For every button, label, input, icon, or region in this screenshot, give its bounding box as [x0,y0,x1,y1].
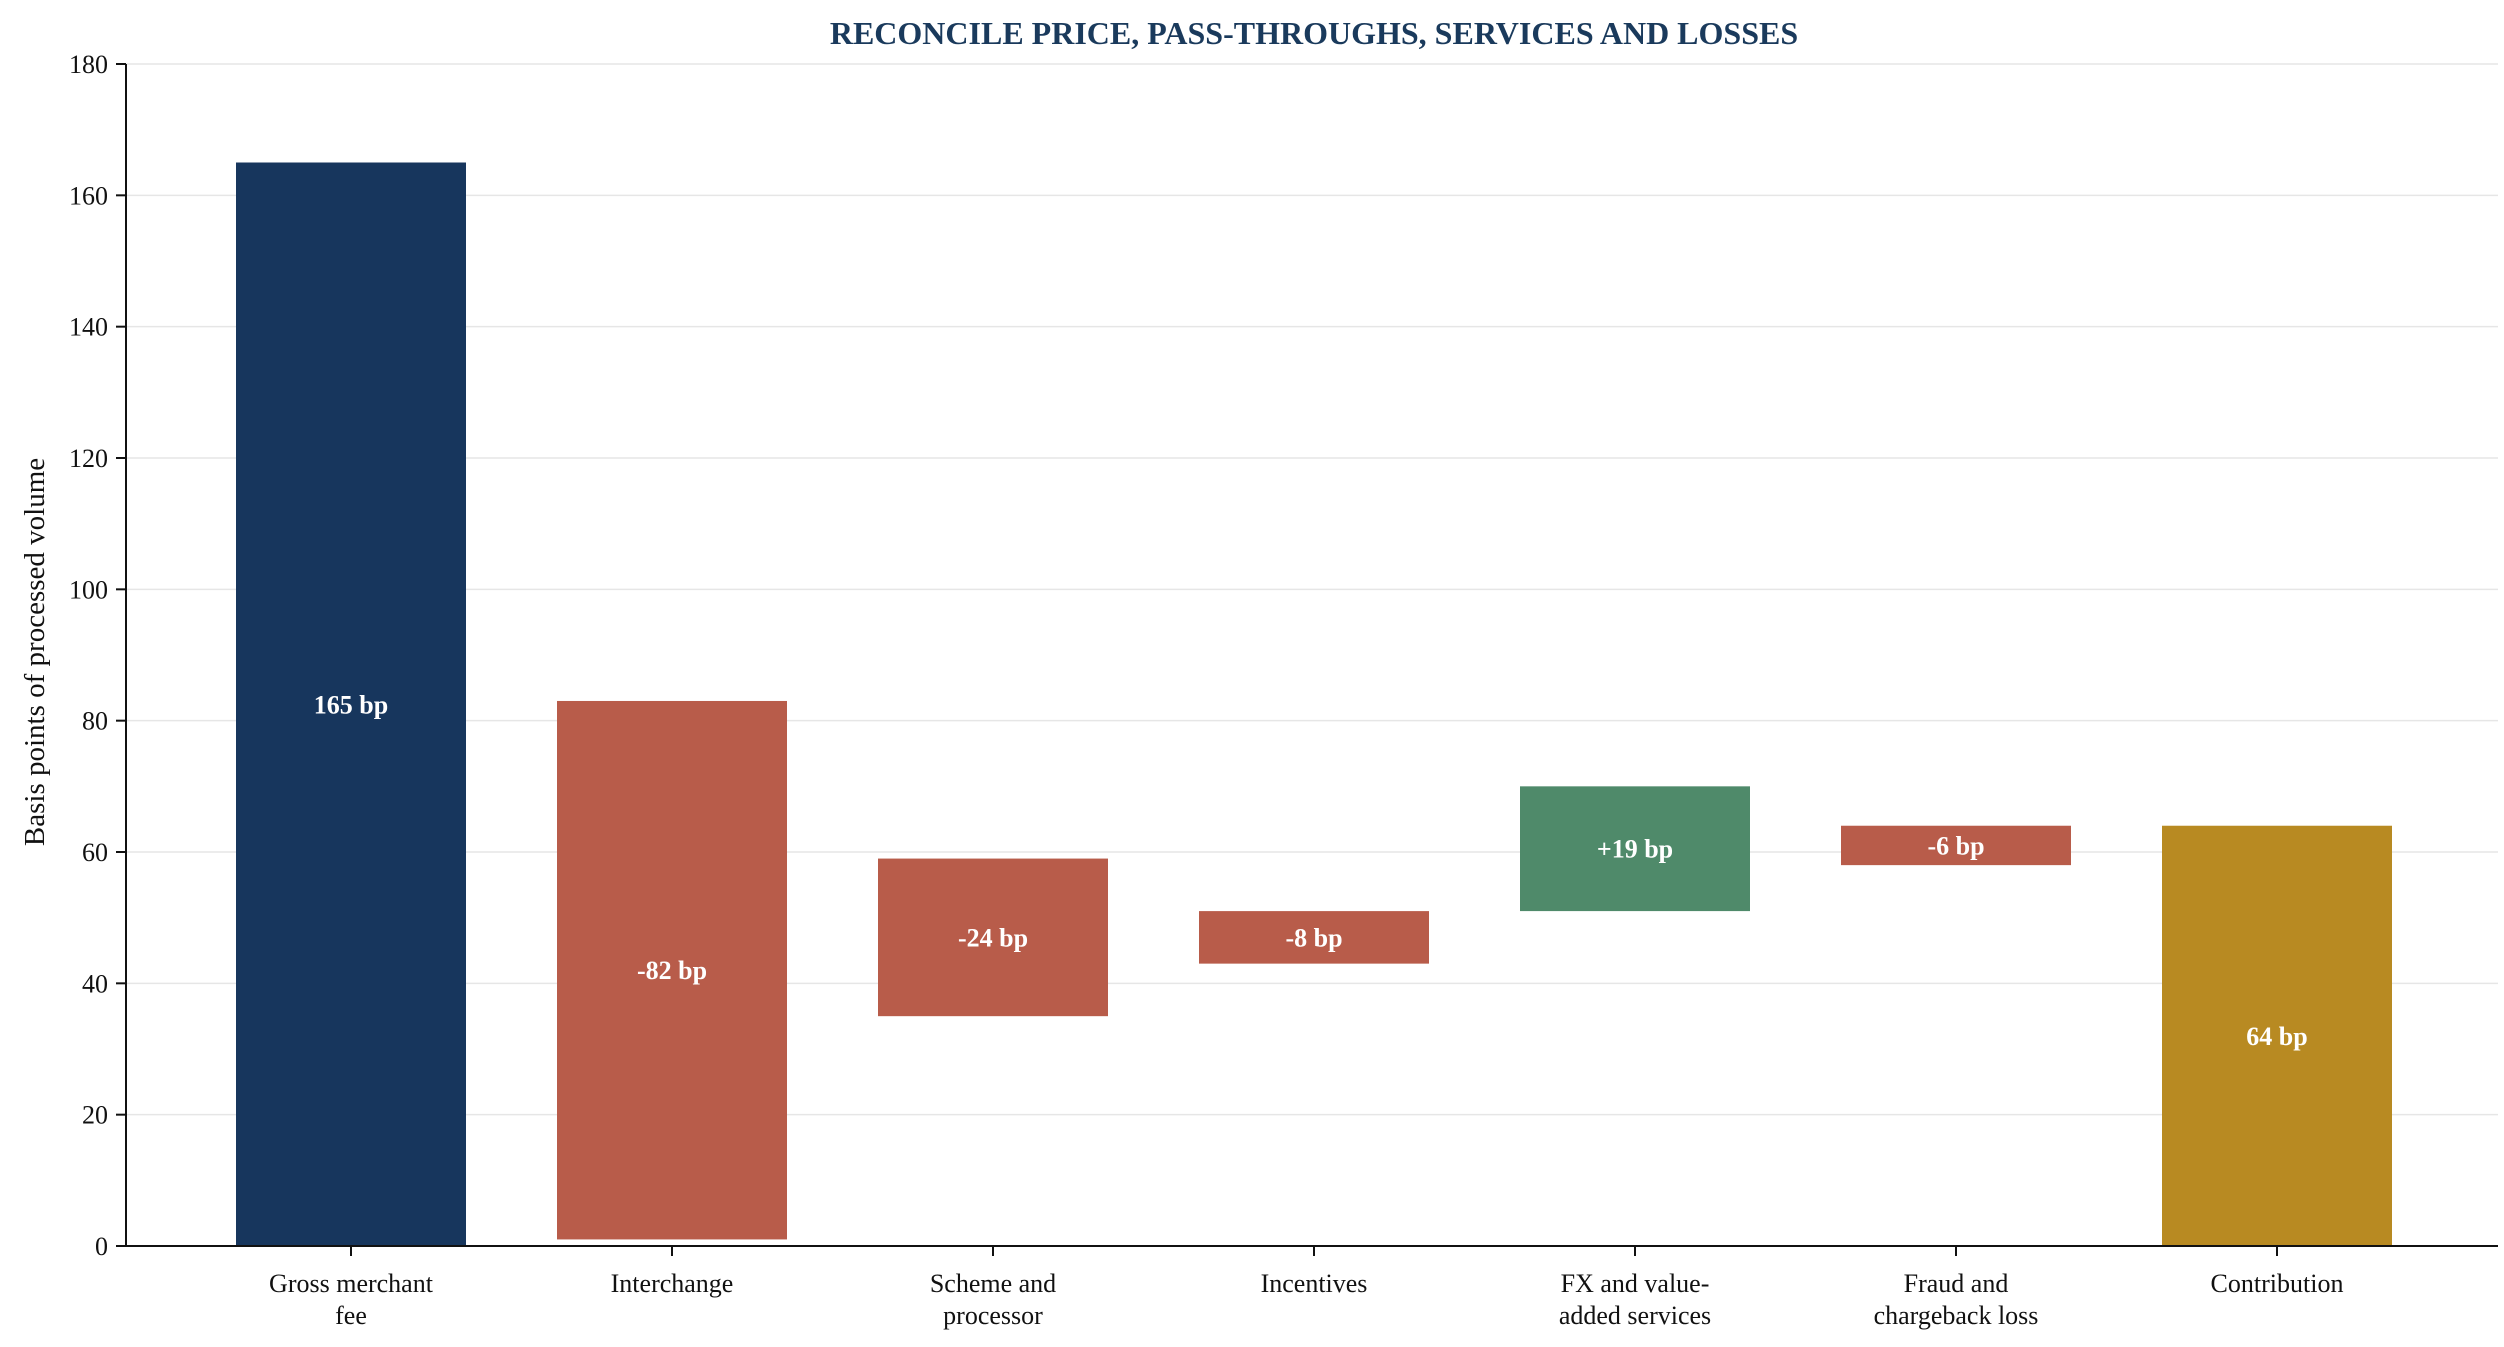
axes: 0 20 40 60 80 100 120 140 160 180 Gross merchant fe… [69,50,2498,1330]
y-tick-label: 160 [69,181,108,210]
y-tick-label: 20 [82,1101,108,1130]
x-tick-label-line: Scheme and [930,1269,1056,1298]
x-tick-label: Gross merchant fee [269,1269,434,1330]
y-axis-label: Basis points of processed volume [19,458,51,846]
grid-lines [126,63,2498,1116]
bar-increase [1520,786,1750,912]
y-tick-label: 80 [82,707,108,736]
x-tick-label: Incentives [1261,1269,1368,1298]
bar-result [2162,825,2392,1246]
x-tick-label: Scheme and processor [930,1269,1056,1330]
y-tick-label: 40 [82,969,108,998]
x-tick-label-line: fee [335,1301,367,1330]
bar-value-label: -24 bp [958,923,1028,952]
x-tick-label: FX and value-added services [1559,1269,1711,1330]
x-tick-label: Contribution [2211,1269,2344,1298]
y-tick-label: 60 [82,838,108,867]
y-tick-label: 120 [69,444,108,473]
bar-value-label: 64 bp [2246,1022,2307,1051]
bar-value-label: -6 bp [1927,831,1984,860]
y-tick-label: 140 [69,313,108,342]
bar-decrease [878,858,1108,1017]
x-tick-label: Fraud and chargeback loss [1874,1269,2039,1330]
y-tick-label: 100 [69,575,108,604]
bar-value-label: +19 bp [1597,835,1673,864]
bar-decrease [1841,825,2071,866]
x-tick-label-line: added services [1559,1301,1711,1330]
x-tick-label-line: FX and value- [1561,1269,1710,1298]
x-tick-label-line: Interchange [611,1269,734,1298]
y-tick-label: 0 [95,1232,108,1261]
x-tick-label-line: Fraud and [1904,1269,2009,1298]
x-tick-label-line: Gross merchant [269,1269,434,1298]
bar-value-label: -8 bp [1285,923,1342,952]
x-tick-label-line: Incentives [1261,1269,1368,1298]
data-labels: 165 bp -82 bp -24 bp -8 bp +19 bp -6 bp 64 bp [314,690,2308,1051]
bar-value-label: -82 bp [637,956,707,985]
bar-value-label: 165 bp [314,690,388,719]
x-tick-label: Interchange [611,1269,734,1298]
chart-title: RECONCILE PRICE, PASS-THROUGHS, SERVICES… [830,15,1798,51]
bars [236,162,2392,1246]
bar-decrease [1199,911,1429,964]
x-tick-label-line: Contribution [2211,1269,2344,1298]
x-tick-label-line: chargeback loss [1874,1301,2039,1330]
bar-total [236,162,466,1246]
x-tick-label-line: processor [943,1301,1043,1330]
bar-decrease [557,700,787,1240]
y-tick-label: 180 [69,50,108,79]
